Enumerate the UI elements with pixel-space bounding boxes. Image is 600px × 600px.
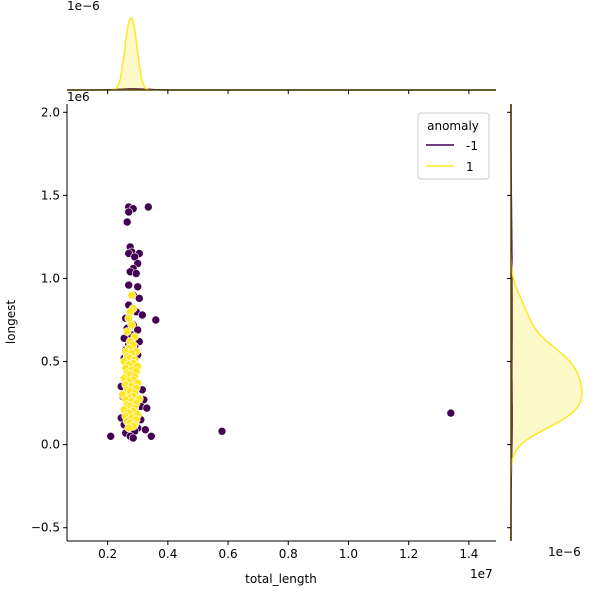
legend-box [417, 112, 490, 180]
y-tick-label: −0.5 [31, 521, 60, 535]
data-point [127, 290, 136, 300]
legend-label-neg1: -1 [466, 139, 478, 153]
legend: anomaly -1 1 [417, 112, 490, 180]
data-point [217, 426, 227, 436]
x-tick-label: 0.8 [279, 547, 298, 561]
main-axes: 0.2 0.4 0.6 0.8 1.0 1.2 1.4 −0.5 0.0 0.5 1.0 1.5 2.… [4, 90, 496, 586]
data-point [133, 282, 142, 292]
top-marginal-scale-label: 1e−6 [67, 0, 100, 13]
top-marginal-kde-anomaly-pos1 [67, 16, 496, 91]
y-tick-label: 1.5 [41, 188, 60, 202]
y-axis-scale-label: 1e6 [67, 90, 90, 104]
data-point [124, 207, 133, 217]
data-point [128, 433, 138, 443]
x-tick-label: 1.2 [399, 547, 418, 561]
x-tick-label: 1.0 [339, 547, 358, 561]
right-marginal-ticks [507, 111, 511, 529]
data-point [124, 423, 133, 433]
y-tick-label: 2.0 [41, 105, 60, 119]
x-tick-label: 0.4 [158, 547, 177, 561]
data-point [135, 294, 144, 303]
top-marginal-ticks [107, 90, 470, 94]
legend-title: anomaly [427, 119, 479, 133]
data-point [141, 425, 150, 435]
data-point [147, 431, 156, 441]
data-point [127, 320, 136, 330]
legend-label-pos1: 1 [466, 160, 474, 174]
data-point [124, 280, 133, 290]
x-tick-label: 1.4 [459, 547, 478, 561]
top-marginal: 1e−6 [67, 0, 496, 94]
x-tick-label: 0.2 [98, 547, 117, 561]
right-marginal-scale-label: 1e−6 [548, 545, 581, 559]
y-axis-label: longest [4, 300, 18, 345]
data-point [151, 315, 161, 325]
y-axis-ticks: −0.5 0.0 0.5 1.0 1.5 2.0 [31, 105, 67, 535]
y-tick-label: 0.5 [41, 355, 60, 369]
data-point [131, 269, 141, 278]
data-point [122, 327, 132, 336]
data-point [106, 431, 115, 441]
y-tick-label: 0.0 [41, 438, 60, 452]
x-axis-scale-label: 1e7 [470, 567, 493, 581]
data-point [138, 310, 147, 320]
data-point [446, 408, 456, 418]
data-point [144, 202, 153, 212]
x-axis-ticks: 0.2 0.4 0.6 0.8 1.0 1.2 1.4 [98, 541, 478, 561]
x-tick-label: 0.6 [219, 547, 238, 561]
x-axis-label: total_length [245, 572, 317, 586]
right-marginal-kde-anomaly-pos1 [510, 104, 583, 541]
right-marginal: 1e−6 [507, 104, 583, 559]
scatter-points [106, 202, 456, 443]
data-point [142, 403, 152, 413]
data-point [122, 217, 132, 227]
y-tick-label: 1.0 [41, 271, 60, 285]
